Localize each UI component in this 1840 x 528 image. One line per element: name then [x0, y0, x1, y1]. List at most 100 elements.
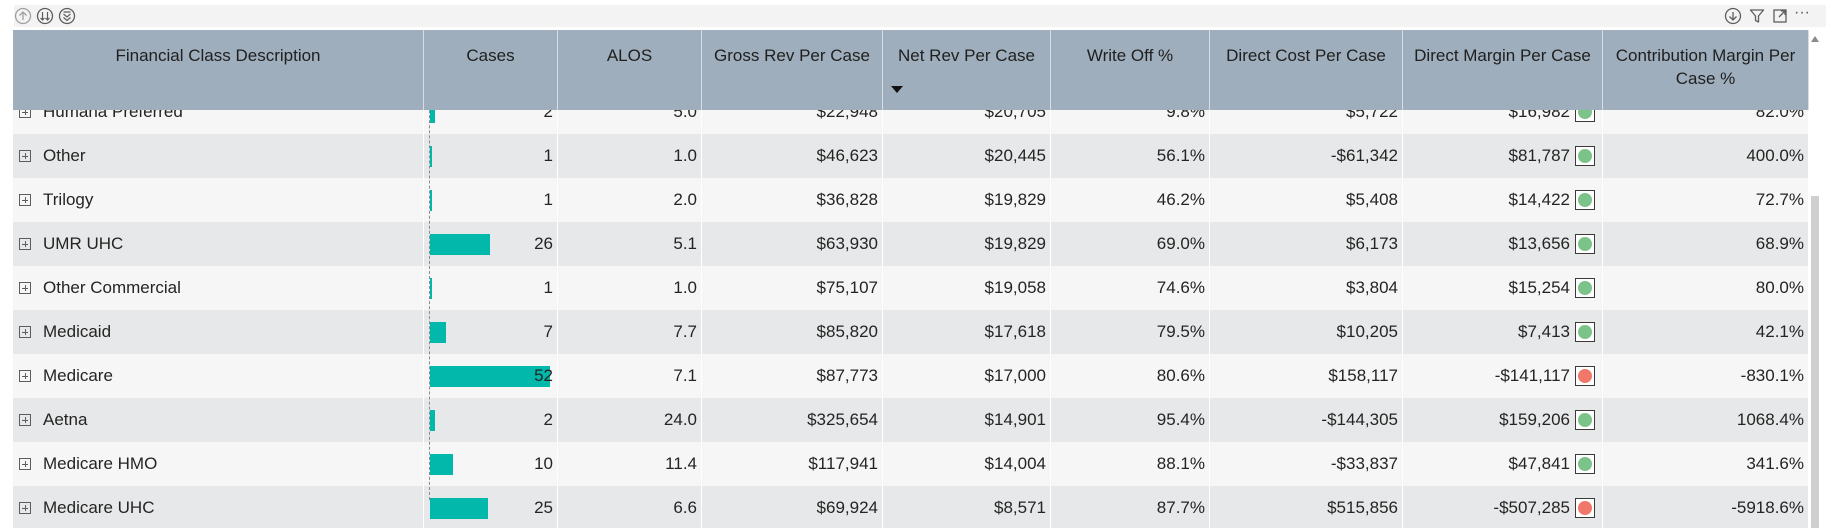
direct-cost-value: $3,804 — [1210, 266, 1403, 310]
header-direct-cost[interactable]: Direct Cost Per Case — [1210, 30, 1403, 110]
scroll-up-icon[interactable] — [1811, 36, 1819, 42]
expand-row-icon[interactable] — [19, 370, 31, 382]
status-indicator-icon — [1575, 278, 1595, 298]
row-label: Other — [13, 134, 424, 178]
green-circle-icon — [1578, 149, 1592, 163]
filter-icon[interactable] — [1748, 7, 1766, 25]
row-label: Other Commercial — [13, 266, 424, 310]
table-row[interactable]: Medicare 52 7.1 $87,773 $17,000 80.6% $158,117… — [13, 354, 1809, 398]
expand-row-icon[interactable] — [19, 238, 31, 250]
alos-value: 7.7 — [558, 310, 702, 354]
expand-row-icon[interactable] — [19, 150, 31, 162]
net-rev-value: $20,445 — [883, 134, 1051, 178]
direct-margin-value: $47,841 — [1508, 454, 1570, 473]
header-alos[interactable]: ALOS — [558, 30, 702, 110]
gross-rev-value: $36,828 — [702, 178, 883, 222]
direct-cost-value: -$61,342 — [1210, 134, 1403, 178]
header-net-rev[interactable]: Net Rev Per Case — [883, 30, 1051, 110]
more-options-icon[interactable]: ··· — [1794, 4, 1810, 21]
table-header: Financial Class Description Cases ALOS G… — [13, 30, 1809, 110]
cases-data-bar — [430, 278, 432, 299]
table-row[interactable]: Aetna 2 24.0 $325,654 $14,901 95.4% -$144,305 $… — [13, 398, 1809, 442]
expand-row-icon[interactable] — [19, 282, 31, 294]
alos-value: 1.0 — [558, 134, 702, 178]
table-row[interactable]: Medicare UHC 25 6.6 $69,924 $8,571 87.7% $515,… — [13, 486, 1809, 528]
table-row[interactable]: Medicaid 7 7.7 $85,820 $17,618 79.5% $10,205 $7… — [13, 310, 1809, 354]
cases-value: 2 — [543, 102, 553, 121]
status-indicator-icon — [1575, 146, 1595, 166]
direct-margin-value: $14,422 — [1508, 190, 1570, 209]
financial-class-name: Medicare HMO — [43, 454, 158, 473]
header-write-off[interactable]: Write Off % — [1051, 30, 1210, 110]
green-circle-icon — [1578, 457, 1592, 471]
direct-cost-value: $515,856 — [1210, 486, 1403, 528]
table-row[interactable]: UMR UHC 26 5.1 $63,930 $19,829 69.0% $6,173 $13… — [13, 222, 1809, 266]
arrow-up-icon[interactable] — [14, 7, 32, 25]
cases-value: 52 — [534, 366, 553, 385]
direct-margin-cell: $47,841 — [1403, 442, 1603, 486]
header-contribution-margin[interactable]: Contribution Margin Per Case % — [1603, 30, 1809, 110]
header-cases[interactable]: Cases — [424, 30, 558, 110]
drill-icon[interactable] — [1724, 7, 1742, 25]
cases-value: 26 — [534, 234, 553, 253]
status-indicator-icon — [1575, 234, 1595, 254]
scrollbar-thumb[interactable] — [1811, 196, 1819, 528]
focus-mode-icon[interactable] — [1771, 7, 1789, 25]
net-rev-value: $19,058 — [883, 266, 1051, 310]
cases-bar-axis — [429, 60, 430, 500]
drill-down-icon[interactable] — [36, 7, 54, 25]
financial-class-name: Other — [43, 146, 86, 165]
gross-rev-value: $75,107 — [702, 266, 883, 310]
cases-cell: 1 — [424, 134, 558, 178]
alos-value: 5.1 — [558, 222, 702, 266]
gross-rev-value: $85,820 — [702, 310, 883, 354]
cases-value: 10 — [534, 454, 553, 473]
table-row[interactable]: Other 1 1.0 $46,623 $20,445 56.1% -$61,342 $81,… — [13, 134, 1809, 178]
financial-class-name: Trilogy — [43, 190, 94, 209]
cases-value: 25 — [534, 498, 553, 517]
header-direct-margin[interactable]: Direct Margin Per Case — [1403, 30, 1603, 110]
cases-cell: 1 — [424, 266, 558, 310]
row-label: UMR UHC — [13, 222, 424, 266]
contribution-margin-value: 1068.4% — [1603, 398, 1809, 442]
expand-row-icon[interactable] — [19, 414, 31, 426]
write-off-value: 79.5% — [1051, 310, 1210, 354]
direct-margin-cell: $81,787 — [1403, 134, 1603, 178]
table-row[interactable]: Trilogy 1 2.0 $36,828 $19,829 46.2% $5,408 $14,… — [13, 178, 1809, 222]
table-row[interactable]: Other Commercial 1 1.0 $75,107 $19,058 74.6% $… — [13, 266, 1809, 310]
green-circle-icon — [1578, 193, 1592, 207]
direct-cost-value: -$33,837 — [1210, 442, 1403, 486]
write-off-value: 88.1% — [1051, 442, 1210, 486]
direct-cost-value: $10,205 — [1210, 310, 1403, 354]
cases-cell: 10 — [424, 442, 558, 486]
header-net-rev-label: Net Rev Per Case — [898, 46, 1035, 65]
expand-row-icon[interactable] — [19, 502, 31, 514]
red-circle-icon — [1578, 501, 1592, 515]
table-row[interactable]: Medicare HMO 10 11.4 $117,941 $14,004 88.1% -$… — [13, 442, 1809, 486]
alos-value: 24.0 — [558, 398, 702, 442]
gross-rev-value: $117,941 — [702, 442, 883, 486]
cases-data-bar — [430, 146, 432, 167]
expand-row-icon[interactable] — [19, 326, 31, 338]
cases-data-bar — [430, 410, 435, 431]
row-label: Medicaid — [13, 310, 424, 354]
write-off-value: 87.7% — [1051, 486, 1210, 528]
write-off-value: 46.2% — [1051, 178, 1210, 222]
expand-row-icon[interactable] — [19, 194, 31, 206]
cases-value: 1 — [543, 278, 553, 297]
header-gross-rev[interactable]: Gross Rev Per Case — [702, 30, 883, 110]
cases-data-bar — [430, 366, 550, 387]
expand-all-icon[interactable] — [58, 7, 76, 25]
sort-descending-icon[interactable] — [891, 86, 903, 93]
cases-data-bar — [430, 234, 490, 255]
expand-row-icon[interactable] — [19, 458, 31, 470]
direct-margin-cell: $7,413 — [1403, 310, 1603, 354]
direct-cost-value: -$144,305 — [1210, 398, 1403, 442]
contribution-margin-value: 68.9% — [1603, 222, 1809, 266]
red-circle-icon — [1578, 369, 1592, 383]
direct-margin-cell: $159,206 — [1403, 398, 1603, 442]
header-financial-class[interactable]: Financial Class Description — [13, 30, 424, 110]
gross-rev-value: $87,773 — [702, 354, 883, 398]
direct-margin-value: $159,206 — [1499, 410, 1570, 429]
status-indicator-icon — [1575, 498, 1595, 518]
